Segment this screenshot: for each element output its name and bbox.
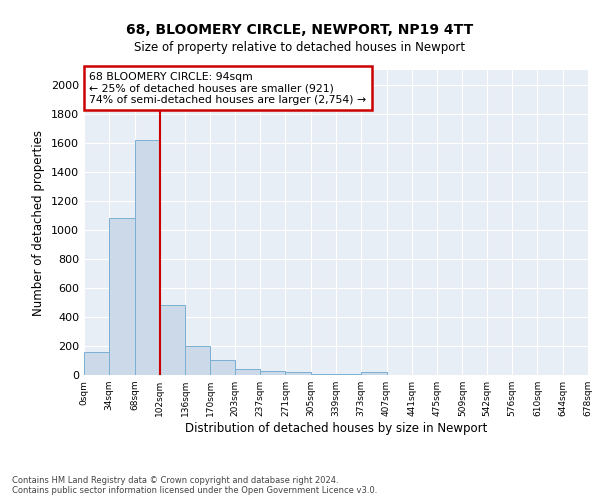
Text: 68, BLOOMERY CIRCLE, NEWPORT, NP19 4TT: 68, BLOOMERY CIRCLE, NEWPORT, NP19 4TT [127,22,473,36]
Bar [311,374,336,375]
Bar [160,306,185,375]
Bar [109,218,134,375]
Bar [235,369,260,375]
Bar [84,352,109,375]
Bar [185,346,211,375]
Bar [260,371,286,375]
X-axis label: Distribution of detached houses by size in Newport: Distribution of detached houses by size … [185,422,487,435]
Bar [286,372,311,375]
Y-axis label: Number of detached properties: Number of detached properties [32,130,46,316]
Bar [361,372,386,375]
Text: 68 BLOOMERY CIRCLE: 94sqm
← 25% of detached houses are smaller (921)
74% of semi: 68 BLOOMERY CIRCLE: 94sqm ← 25% of detac… [89,72,366,104]
Bar [134,140,160,375]
Bar [211,360,235,375]
Text: Contains HM Land Registry data © Crown copyright and database right 2024.
Contai: Contains HM Land Registry data © Crown c… [12,476,377,495]
Bar [336,374,361,375]
Text: Size of property relative to detached houses in Newport: Size of property relative to detached ho… [134,41,466,54]
